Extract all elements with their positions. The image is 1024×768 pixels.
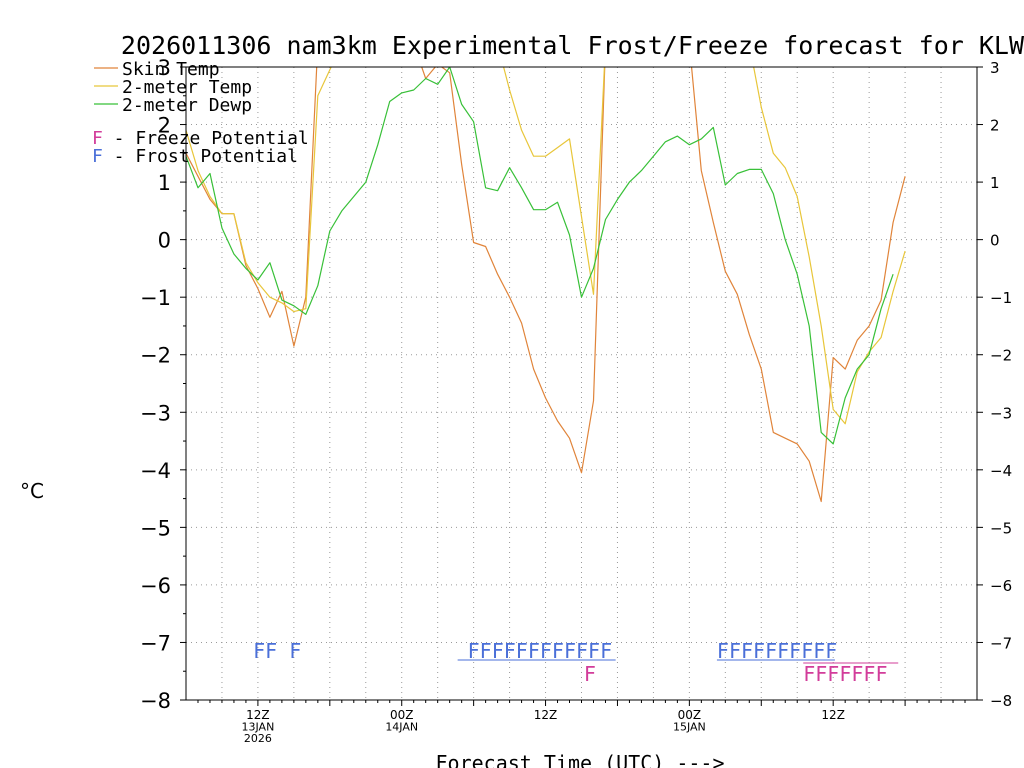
series-layer (186, 67, 906, 503)
x-tick-label: 15JAN (673, 721, 706, 734)
chart-title: 2026011306 nam3km Experimental Frost/Fre… (121, 31, 1024, 60)
x-tick-label: 12Z (821, 708, 845, 722)
y-axis-right: −8 −7 −6 −5 −4 −3 −2 −1 0 1 2 3 (977, 59, 1012, 710)
y-tick-label-right: −8 (990, 692, 1012, 710)
y-tick-label-right: −6 (990, 577, 1012, 595)
y-tick-label-right: 1 (990, 174, 1000, 192)
y-tick-label-right: −5 (990, 519, 1012, 537)
y-tick-label-left: −3 (140, 401, 171, 425)
x-axis-label: Forecast Time (UTC) ---> (436, 751, 725, 768)
freeze-potential-marks: F (584, 662, 596, 686)
y-tick-label-left: −5 (140, 516, 171, 540)
y-tick-label-right: −7 (990, 634, 1012, 652)
series-line-2-meter-temp (186, 67, 906, 425)
legend-label: Skin Temp (122, 59, 220, 80)
y-tick-label-left: −4 (140, 459, 171, 483)
x-tick-label: 14JAN (385, 721, 418, 734)
x-tick-label: 00Z (678, 708, 702, 722)
plot-frame (185, 66, 978, 701)
y-tick-label-left: −6 (140, 574, 171, 598)
frost-potential-marks: FFFFFFFFFF (717, 639, 837, 663)
potential-layer: FF F FFFFFFFFFFFF FFFFFFFFFFF FFFFFFF (253, 639, 899, 686)
y-tick-label-right: −1 (990, 289, 1012, 307)
legend-label: 2-meter Temp (122, 77, 252, 98)
y-tick-label-left: 1 (158, 171, 171, 195)
y-tick-label-right: 3 (990, 59, 1000, 77)
y-tick-label-left: −7 (140, 631, 171, 655)
legend-label: 2-meter Dewp (122, 95, 252, 116)
y-tick-label-right: −3 (990, 404, 1012, 422)
y-tick-label-left: 2 (158, 114, 171, 138)
y-tick-label-right: −2 (990, 347, 1012, 365)
series-line-2-meter-dewp (186, 67, 894, 445)
potential-legend-label: F - Freeze Potential (92, 128, 309, 149)
y-axis-left: −8 −7 −6 −5 −4 −3 −2 −1 0 1 2 3 (140, 56, 186, 713)
y-tick-label-right: 2 (990, 117, 1000, 135)
potential-legend-label: F - Frost Potential (92, 146, 298, 167)
y-tick-label-left: −1 (140, 286, 171, 310)
y-tick-label-left: 3 (158, 56, 171, 80)
y-tick-label-left: 0 (158, 229, 171, 253)
y-tick-label-left: −2 (140, 344, 171, 368)
x-tick-label: 2026 (244, 732, 272, 745)
grid (186, 67, 977, 700)
x-tick-label: 12Z (246, 708, 270, 722)
y-axis-label: °C (20, 479, 44, 503)
frost-potential-marks: FF F (253, 639, 301, 663)
x-tick-label: 00Z (390, 708, 414, 722)
freeze-potential-marks: FFFFFFF (803, 662, 887, 686)
y-tick-label-left: −8 (140, 689, 171, 713)
x-tick-label: 12Z (534, 708, 558, 722)
frost-potential-marks: FFFFFFFFFFFF (468, 639, 612, 663)
y-tick-label-right: 0 (990, 232, 1000, 250)
x-tick-label: 13JAN (242, 721, 275, 734)
y-tick-label-right: −4 (990, 462, 1012, 480)
